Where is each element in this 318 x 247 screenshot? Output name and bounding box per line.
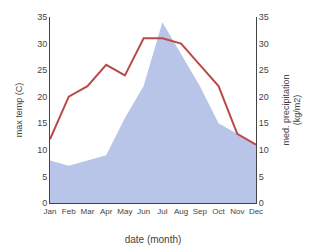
svg-text:35: 35 — [259, 12, 269, 22]
svg-text:Aug: Aug — [174, 207, 188, 216]
svg-text:Apr: Apr — [100, 207, 113, 216]
svg-text:med. precipitation(kg/m2): med. precipitation(kg/m2) — [281, 74, 303, 145]
svg-text:Sep: Sep — [193, 207, 208, 216]
svg-text:35: 35 — [37, 12, 47, 22]
svg-text:date (month): date (month) — [125, 234, 182, 245]
svg-text:30: 30 — [37, 39, 47, 49]
svg-text:Nov: Nov — [230, 207, 244, 216]
svg-text:10: 10 — [37, 145, 47, 155]
svg-text:0: 0 — [42, 198, 47, 208]
svg-text:25: 25 — [259, 65, 269, 75]
svg-text:0: 0 — [259, 198, 264, 208]
svg-text:Oct: Oct — [212, 207, 225, 216]
svg-text:10: 10 — [259, 145, 269, 155]
svg-text:20: 20 — [259, 92, 269, 102]
svg-text:Mar: Mar — [81, 207, 95, 216]
svg-text:Jun: Jun — [137, 207, 150, 216]
svg-text:max temp (C): max temp (C) — [14, 83, 24, 138]
svg-text:15: 15 — [259, 118, 269, 128]
svg-text:20: 20 — [37, 92, 47, 102]
svg-text:May: May — [117, 207, 132, 216]
svg-text:Jul: Jul — [157, 207, 167, 216]
svg-text:25: 25 — [37, 65, 47, 75]
svg-text:Jan: Jan — [44, 207, 57, 216]
svg-text:Feb: Feb — [62, 207, 76, 216]
svg-text:Dec: Dec — [249, 207, 263, 216]
svg-text:15: 15 — [37, 118, 47, 128]
svg-text:5: 5 — [42, 172, 47, 182]
svg-text:5: 5 — [259, 172, 264, 182]
svg-text:30: 30 — [259, 39, 269, 49]
